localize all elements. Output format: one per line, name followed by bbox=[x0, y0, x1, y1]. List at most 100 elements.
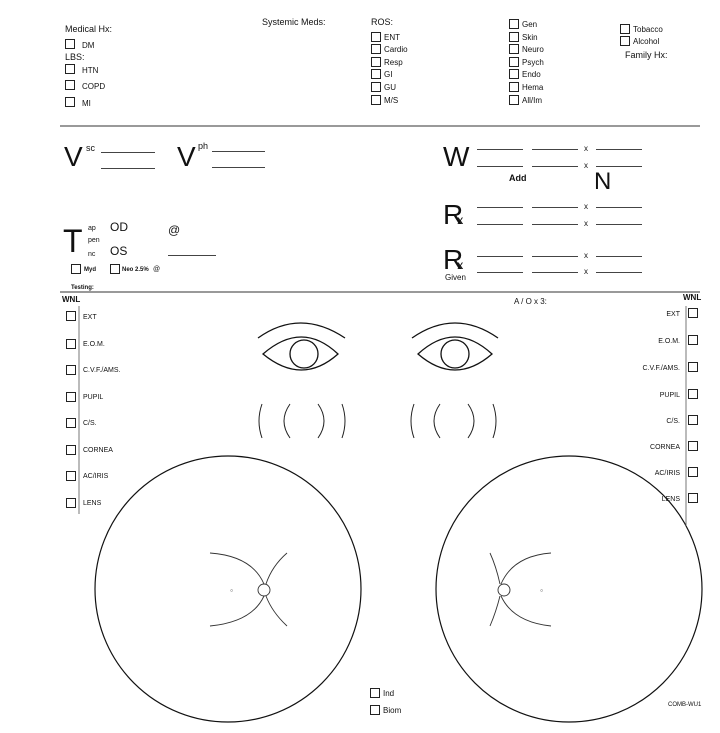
vph-od-line[interactable] bbox=[212, 151, 265, 152]
vsc-od-line[interactable] bbox=[101, 152, 155, 153]
tono-od-label: OD bbox=[110, 220, 128, 234]
right-fundus-vessels bbox=[209, 552, 288, 627]
htn-checkbox[interactable] bbox=[65, 64, 75, 74]
tono-nc-label: nc bbox=[88, 251, 96, 258]
ros-allim-checkbox[interactable] bbox=[509, 95, 519, 105]
biom-checkbox[interactable] bbox=[370, 705, 380, 715]
ros-item: M/S bbox=[384, 96, 399, 105]
rx-given-os-sphere-line[interactable] bbox=[477, 272, 523, 273]
w-od-axis-line[interactable] bbox=[596, 149, 642, 150]
tonometry-t-label: T bbox=[63, 223, 83, 259]
dm-checkbox[interactable] bbox=[65, 39, 75, 49]
rx-od-cyl-line[interactable] bbox=[532, 207, 578, 208]
od-lens-checkbox[interactable] bbox=[66, 498, 76, 508]
os-exam-label: LENS bbox=[661, 496, 680, 503]
ros-gen-checkbox[interactable] bbox=[509, 19, 519, 29]
ros-ms-checkbox[interactable] bbox=[371, 95, 381, 105]
ros-gi-checkbox[interactable] bbox=[371, 69, 381, 79]
neo-checkbox[interactable] bbox=[110, 264, 120, 274]
w-od-sphere-line[interactable] bbox=[477, 149, 523, 150]
od-exam-label: LENS bbox=[83, 500, 102, 507]
os-pupil-checkbox[interactable] bbox=[688, 389, 698, 399]
os-lens-checkbox[interactable] bbox=[688, 493, 698, 503]
ros-resp-checkbox[interactable] bbox=[371, 57, 381, 67]
od-exam-label: AC/IRIS bbox=[83, 473, 109, 480]
os-aciris-checkbox[interactable] bbox=[688, 467, 698, 477]
rx-given-os-axis-line[interactable] bbox=[596, 272, 642, 273]
od-cs-checkbox[interactable] bbox=[66, 418, 76, 428]
od-exam-label: PUPIL bbox=[83, 394, 104, 401]
rx-given-od-cyl-line[interactable] bbox=[532, 256, 578, 257]
os-cs-checkbox[interactable] bbox=[688, 415, 698, 425]
tono-time-line[interactable] bbox=[168, 255, 216, 256]
alcohol-checkbox[interactable] bbox=[620, 36, 630, 46]
lbs-label: LBS: bbox=[65, 52, 85, 62]
copd-checkbox[interactable] bbox=[65, 80, 75, 90]
rx-os-axis-line[interactable] bbox=[596, 224, 642, 225]
vsc-os-line[interactable] bbox=[101, 168, 155, 169]
tobacco-label: Tobacco bbox=[633, 25, 663, 34]
rx-given-od-sphere-line[interactable] bbox=[477, 256, 523, 257]
neo-label: Neo 2.5% bbox=[122, 267, 149, 273]
alcohol-label: Alcohol bbox=[633, 37, 660, 46]
ros-gu-checkbox[interactable] bbox=[371, 82, 381, 92]
os-ext-checkbox[interactable] bbox=[688, 308, 698, 318]
rx-given-od-axis-line[interactable] bbox=[596, 256, 642, 257]
ros-endo-checkbox[interactable] bbox=[509, 69, 519, 79]
vph-v-label: V bbox=[177, 141, 196, 172]
od-pupil-checkbox[interactable] bbox=[66, 392, 76, 402]
ros-item: Endo bbox=[522, 70, 541, 79]
mi-checkbox[interactable] bbox=[65, 97, 75, 107]
os-exam-label: PUPIL bbox=[659, 392, 680, 399]
tono-ap-label: ap bbox=[88, 225, 96, 232]
os-exam-label: C/S. bbox=[666, 418, 680, 425]
od-cornea-checkbox[interactable] bbox=[66, 445, 76, 455]
ros-item: Neuro bbox=[522, 45, 544, 54]
ros-neuro-checkbox[interactable] bbox=[509, 44, 519, 54]
dm-label: DM bbox=[82, 41, 95, 50]
w-os-x: x bbox=[584, 161, 588, 170]
rx-os-sphere-line[interactable] bbox=[477, 224, 523, 225]
rx-os-cyl-line[interactable] bbox=[532, 224, 578, 225]
medical-hx-label: Medical Hx: bbox=[65, 24, 113, 34]
ros-cardio-checkbox[interactable] bbox=[371, 44, 381, 54]
w-od-cyl-line[interactable] bbox=[532, 149, 578, 150]
vsc-sc-label: sc bbox=[86, 143, 95, 153]
ros-psych-checkbox[interactable] bbox=[509, 57, 519, 67]
w-os-cyl-line[interactable] bbox=[532, 166, 578, 167]
left-fundus-circle bbox=[435, 455, 703, 723]
left-visual-field-arcs bbox=[410, 403, 497, 439]
ros-ent-checkbox[interactable] bbox=[371, 32, 381, 42]
ros-item: GU bbox=[384, 83, 396, 92]
od-eom-checkbox[interactable] bbox=[66, 339, 76, 349]
myd-checkbox[interactable] bbox=[71, 264, 81, 274]
tobacco-checkbox[interactable] bbox=[620, 24, 630, 34]
ind-checkbox[interactable] bbox=[370, 688, 380, 698]
testing-label: Testing: bbox=[71, 285, 94, 291]
os-exam-label: AC/IRIS bbox=[654, 470, 680, 477]
w-os-sphere-line[interactable] bbox=[477, 166, 523, 167]
ros-hema-checkbox[interactable] bbox=[509, 82, 519, 92]
ros-item: Skin bbox=[522, 33, 538, 42]
od-exam-label: CORNEA bbox=[83, 447, 113, 454]
vph-os-line[interactable] bbox=[212, 167, 265, 168]
ros-skin-checkbox[interactable] bbox=[509, 32, 519, 42]
given-label: Given bbox=[445, 273, 466, 282]
rx-od-axis-line[interactable] bbox=[596, 207, 642, 208]
copd-label: COPD bbox=[82, 82, 106, 91]
rx-given-os-cyl-line[interactable] bbox=[532, 272, 578, 273]
od-aciris-checkbox[interactable] bbox=[66, 471, 76, 481]
od-exam-label: EXT bbox=[83, 314, 97, 321]
rx-od-x: x bbox=[584, 202, 588, 211]
os-cornea-checkbox[interactable] bbox=[688, 441, 698, 451]
w-os-axis-line[interactable] bbox=[596, 166, 642, 167]
od-ext-checkbox[interactable] bbox=[66, 311, 76, 321]
tono-pen-label: pen bbox=[88, 237, 100, 244]
os-eom-checkbox[interactable] bbox=[688, 335, 698, 345]
os-exam-label: E.O.M. bbox=[658, 338, 680, 345]
rx-given-os-x: x bbox=[584, 267, 588, 276]
od-cvf-checkbox[interactable] bbox=[66, 365, 76, 375]
rx-od-sphere-line[interactable] bbox=[477, 207, 523, 208]
os-cvf-checkbox[interactable] bbox=[688, 362, 698, 372]
